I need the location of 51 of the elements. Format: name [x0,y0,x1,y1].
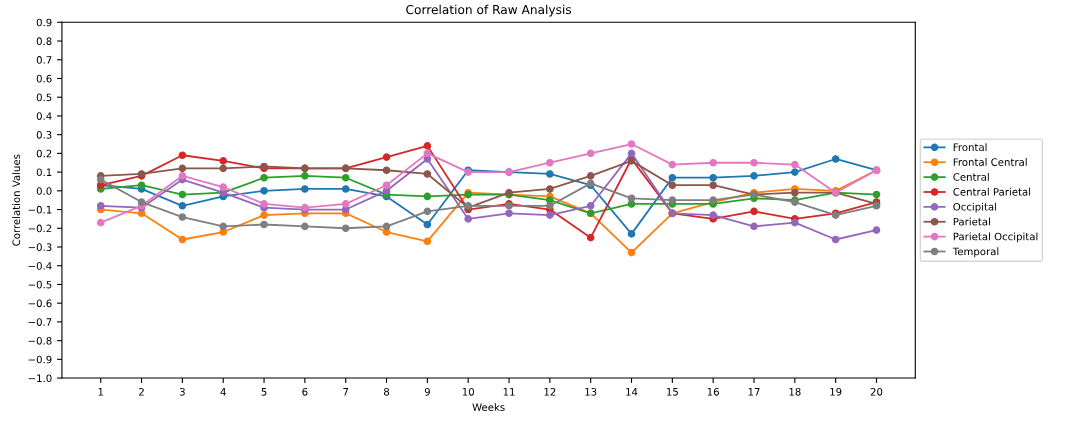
legend-label: Temporal [952,247,999,258]
legend-label: Central [953,172,989,181]
y-tick-label: −0.4 [28,262,52,270]
y-tick-label: −0.9 [28,355,52,364]
y-tick-label: −0.7 [28,318,52,326]
x-tick-label: 18 [789,387,801,396]
y-tick-label: 0.5 [36,93,52,102]
x-tick-label: 15 [667,388,678,396]
x-tick-label: 11 [503,388,515,396]
x-tick-label: 17 [748,388,760,396]
y-tick-label: 0.8 [36,37,52,46]
x-tick-label: 19 [830,387,842,396]
legend-label: Frontal [953,143,987,152]
x-tick-label: 6 [302,387,308,396]
x-tick-label: 10 [462,387,474,396]
x-tick-label: 13 [585,387,597,396]
x-tick-label: 9 [424,387,430,396]
y-tick-label: −0.6 [28,299,52,308]
legend-label: Frontal Central [953,158,1027,166]
x-tick-label: 16 [707,387,719,396]
y-tick-label: 0.6 [36,74,52,83]
x-tick-label: 4 [220,388,226,396]
y-tick-label: 0.4 [36,112,52,120]
y-tick-label: −0.5 [28,280,52,289]
legend-label: Occipital [953,202,997,213]
x-tick-label: 20 [870,387,883,396]
x-tick-label: 2 [139,387,144,396]
chart-title: Correlation of Raw Analysis [406,4,572,17]
y-tick-label: −1.0 [28,374,52,383]
legend-label: Parietal Occipital [953,232,1038,243]
x-tick-label: 3 [179,387,185,396]
y-tick-label: −0.2 [28,224,52,233]
y-tick-label: 0.2 [36,149,52,158]
y-tick-label: 0.0 [36,187,52,195]
y-axis-title: Correlation Values [12,154,21,246]
x-tick-label: 1 [98,388,104,396]
y-tick-label: −0.1 [28,205,52,214]
y-tick-label: 0.3 [36,130,52,139]
legend-label: Central Parietal [953,187,1031,196]
y-tick-label: −0.3 [28,243,52,251]
legend-label: Parietal [953,217,990,226]
y-tick-label: −0.8 [28,336,52,345]
y-tick-label: 0.1 [36,168,52,177]
y-tick-label: 0.9 [36,18,52,27]
x-tick-label: 7 [343,388,349,396]
x-tick-label: 14 [626,388,638,396]
x-tick-label: 5 [261,388,267,396]
y-tick-label: 0.7 [36,56,52,64]
x-tick-label: 12 [544,387,556,396]
x-tick-label: 8 [384,387,390,396]
x-axis-title: Weeks [472,403,505,411]
